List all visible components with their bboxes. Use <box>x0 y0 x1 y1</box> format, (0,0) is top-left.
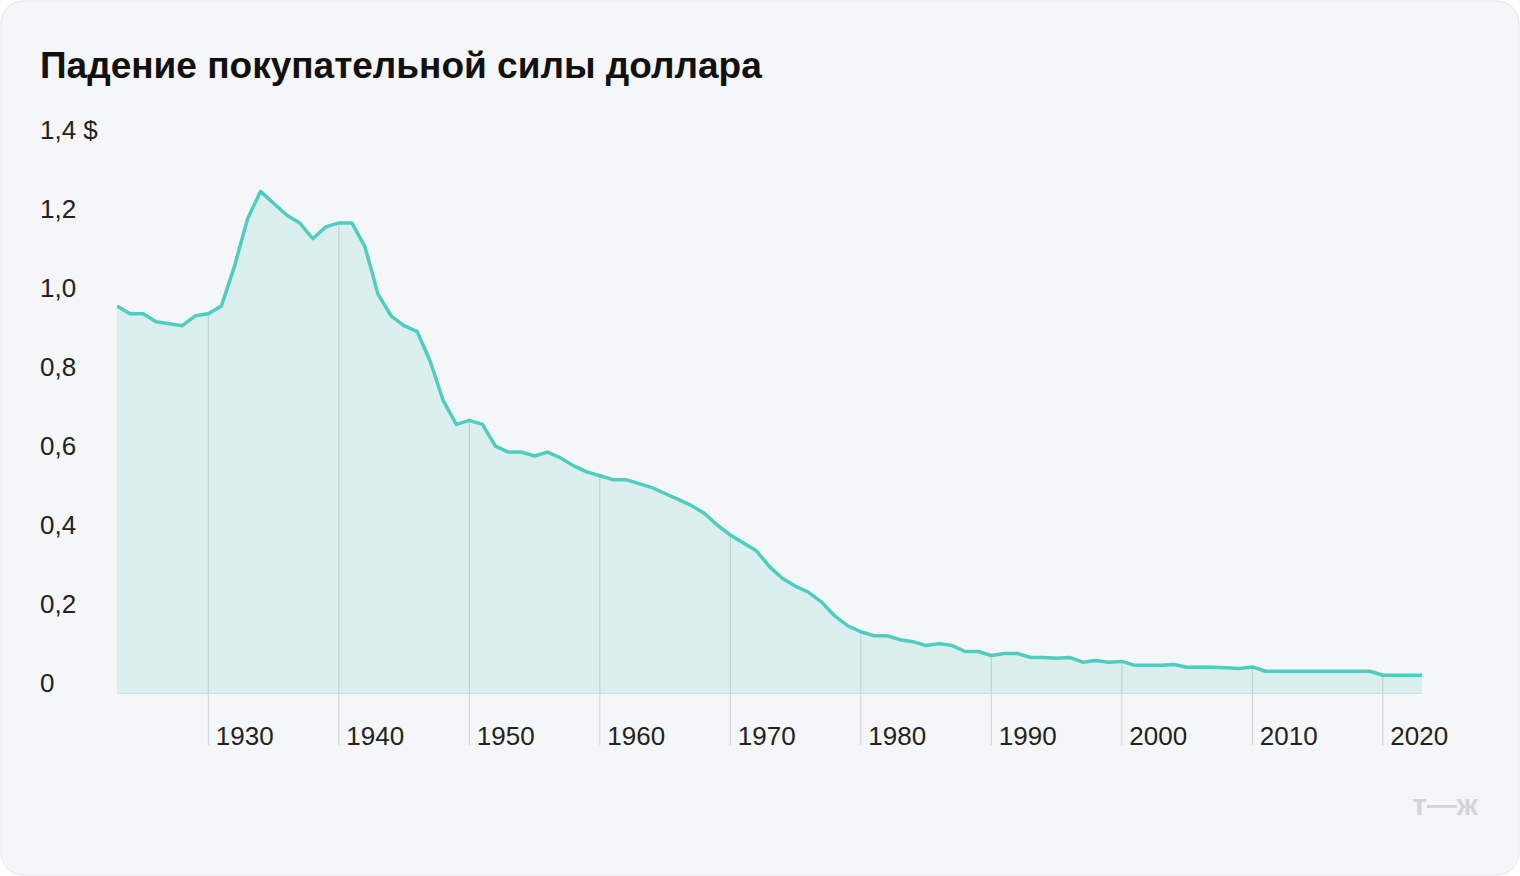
title: Падение покупательной силы доллара <box>40 45 762 86</box>
y-tick-label: 0 <box>40 668 54 698</box>
y-tick: 1,0 <box>40 273 117 303</box>
plot-area <box>117 191 1422 693</box>
logo: т—ж <box>1412 788 1479 821</box>
y-tick-label: 0,6 <box>40 431 76 461</box>
y-tick: 1,2 <box>40 194 117 224</box>
x-tick-label: 1940 <box>346 721 404 751</box>
y-tick: 0,2 <box>40 589 117 619</box>
x-tick: 2000 <box>1122 693 1187 751</box>
x-tick: 1930 <box>209 693 274 751</box>
y-tick-label: 1,2 <box>40 194 76 224</box>
x-tick-label: 1930 <box>216 721 274 751</box>
x-tick-label: 1990 <box>999 721 1057 751</box>
x-tick: 1960 <box>600 693 665 751</box>
y-axis: 0 0,2 0,4 0,6 0,8 1,0 1,2 1,4 $ <box>40 115 118 698</box>
y-tick-label: 1,4 $ <box>40 115 98 145</box>
y-tick-label: 1,0 <box>40 273 76 303</box>
x-tick: 1940 <box>339 693 404 751</box>
y-tick: 0,4 <box>40 510 117 540</box>
x-axis-line <box>118 693 1423 694</box>
x-tick: 1980 <box>861 693 926 751</box>
x-tick-label: 1970 <box>738 721 796 751</box>
x-tick: 1990 <box>992 693 1057 751</box>
x-tick: 1970 <box>731 693 796 751</box>
x-tick-label: 2020 <box>1390 721 1448 751</box>
y-tick: 0 <box>40 668 117 698</box>
y-tick-label: 0,8 <box>40 352 76 382</box>
chart: Падение покупательной силы доллара 0 0,2 0,… <box>0 0 1520 876</box>
x-tick-label: 2010 <box>1260 721 1318 751</box>
area <box>117 191 1422 693</box>
y-tick-label: 0,2 <box>40 589 76 619</box>
x-tick: 1950 <box>470 693 535 751</box>
background <box>1 1 1519 875</box>
x-tick-label: 2000 <box>1129 721 1187 751</box>
line <box>117 191 1422 675</box>
x-tick-label: 1950 <box>477 721 535 751</box>
y-tick: 0,6 <box>40 431 117 461</box>
x-axis: 1930 1940 1950 1960 1970 1980 1990 2000 2010 2020 <box>118 693 1449 751</box>
y-tick-label: 0,4 <box>40 510 76 540</box>
x-tick: 2010 <box>1253 693 1318 751</box>
y-tick: 0,8 <box>40 352 117 382</box>
x-tick: 2020 <box>1383 693 1448 751</box>
x-tick-label: 1960 <box>607 721 665 751</box>
y-tick: 1,4 $ <box>40 115 117 145</box>
x-tick-label: 1980 <box>868 721 926 751</box>
